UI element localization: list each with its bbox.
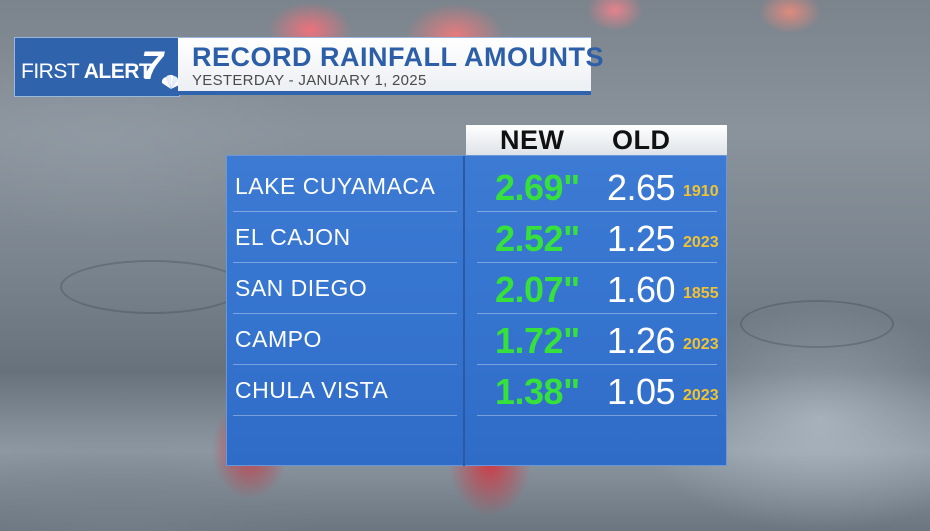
location-name: CHULA VISTA xyxy=(235,377,389,403)
old-record-year: 2023 xyxy=(683,336,719,353)
new-record-value: 2.52" xyxy=(495,218,580,259)
puddle-ripple xyxy=(60,260,244,314)
old-record-value: 1.26 xyxy=(607,320,676,361)
puddle-ripple xyxy=(740,300,894,348)
location-name: EL CAJON xyxy=(235,224,351,250)
row-separator xyxy=(477,313,717,314)
row-separator xyxy=(233,415,457,416)
rainfall-table: LAKE CUYAMACA 2.69" 2.65 1910 EL CAJON 2… xyxy=(226,155,727,466)
title-banner: RECORD RAINFALL AMOUNTS YESTERDAY - JANU… xyxy=(178,37,604,95)
old-record-value: 2.65 xyxy=(607,167,676,208)
old-record-value: 1.25 xyxy=(607,218,676,259)
old-record-year: 1855 xyxy=(683,285,719,302)
new-record-value: 1.72" xyxy=(495,320,580,361)
table-row: CHULA VISTA 1.38" 1.05 2023 xyxy=(227,365,727,416)
page-subtitle: YESTERDAY - JANUARY 1, 2025 xyxy=(192,72,427,89)
logo-alert: ALERT xyxy=(83,60,152,83)
old-record-year: 1910 xyxy=(683,183,719,200)
column-header-bar: NEW OLD xyxy=(466,125,727,155)
row-separator xyxy=(477,364,717,365)
row-separator xyxy=(233,364,457,365)
row-separator xyxy=(477,211,717,212)
location-name: CAMPO xyxy=(235,326,322,352)
first-alert-7-logo: FIRST ALERT 7 xyxy=(14,37,182,97)
new-record-value: 2.69" xyxy=(495,167,580,208)
table-row: LAKE CUYAMACA 2.69" 2.65 1910 xyxy=(227,161,727,212)
old-record-value: 1.05 xyxy=(607,371,676,412)
table-row: CAMPO 1.72" 1.26 2023 xyxy=(227,314,727,365)
row-separator xyxy=(233,211,457,212)
column-header-new: NEW xyxy=(500,125,565,155)
page-title: RECORD RAINFALL AMOUNTS xyxy=(192,42,604,72)
old-record-year: 2023 xyxy=(683,387,719,404)
row-separator xyxy=(233,313,457,314)
logo-first: FIRST xyxy=(21,60,80,83)
row-separator xyxy=(477,415,717,416)
row-separator xyxy=(477,262,717,263)
logo-text: FIRST ALERT xyxy=(21,60,152,84)
column-divider xyxy=(463,156,465,466)
location-name: LAKE CUYAMACA xyxy=(235,173,436,199)
row-separator xyxy=(233,262,457,263)
new-record-value: 1.38" xyxy=(495,371,580,412)
table-row: SAN DIEGO 2.07" 1.60 1855 xyxy=(227,263,727,314)
column-header-old: OLD xyxy=(612,125,671,155)
old-record-year: 2023 xyxy=(683,234,719,251)
location-name: SAN DIEGO xyxy=(235,275,368,301)
new-record-value: 2.07" xyxy=(495,269,580,310)
table-row: EL CAJON 2.52" 1.25 2023 xyxy=(227,212,727,263)
old-record-value: 1.60 xyxy=(607,269,676,310)
logo-seven: 7 xyxy=(141,44,164,88)
